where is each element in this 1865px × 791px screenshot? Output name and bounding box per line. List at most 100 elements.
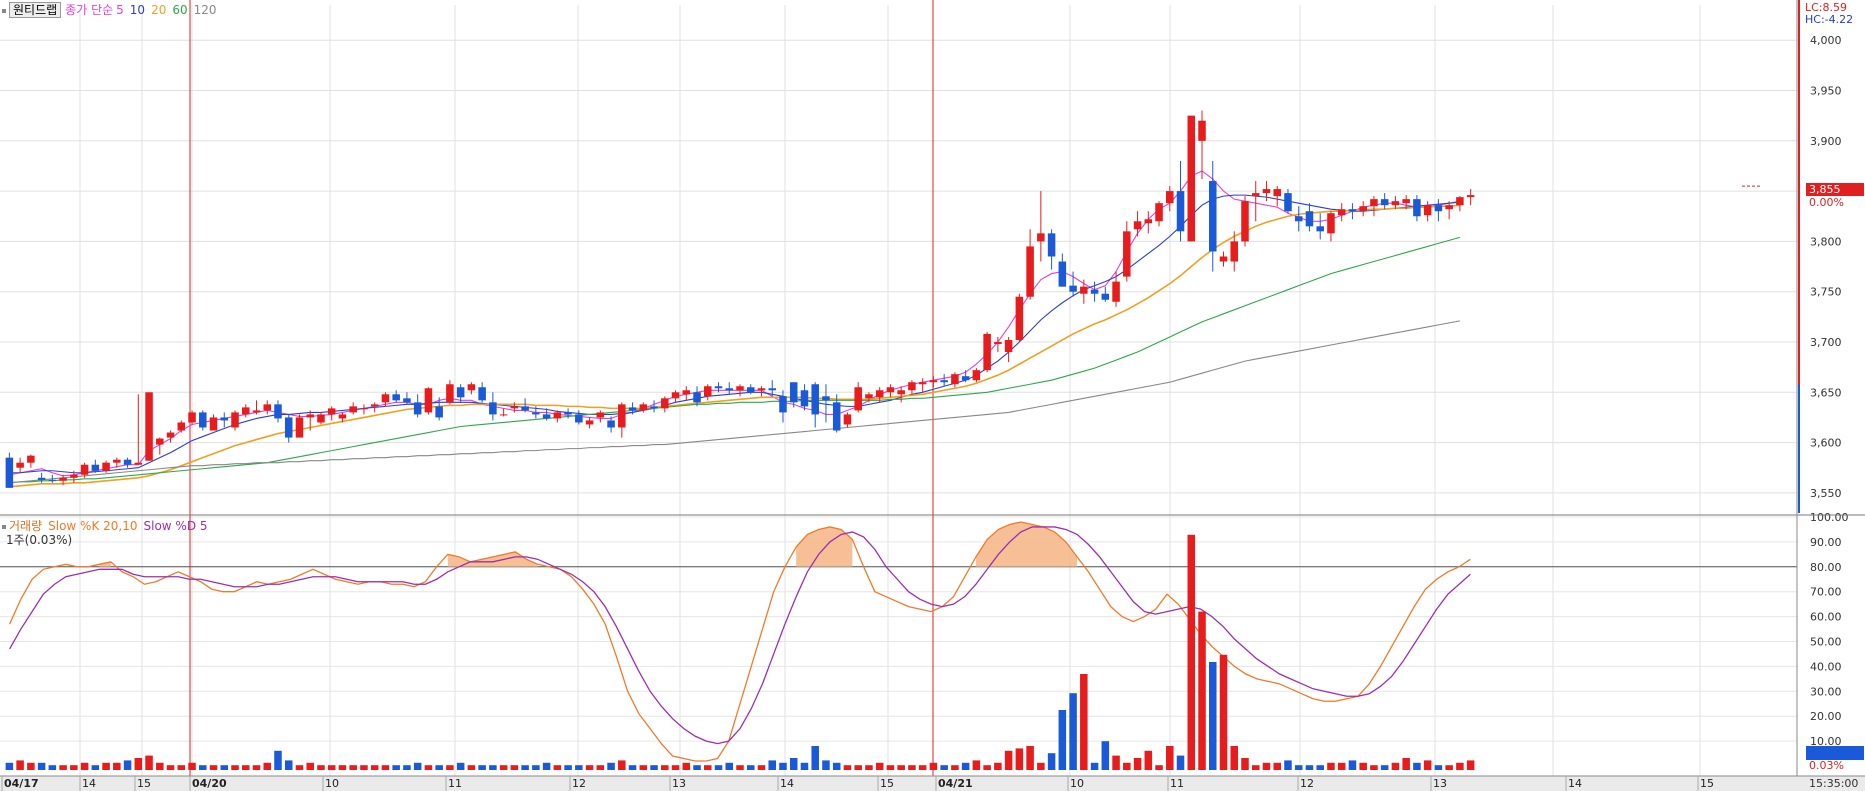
volume-bar bbox=[1241, 758, 1249, 770]
candle-body bbox=[91, 464, 100, 471]
volume-bar bbox=[1359, 762, 1367, 770]
volume-bar bbox=[832, 762, 841, 770]
candle-body bbox=[1262, 189, 1271, 194]
volume-label[interactable]: 거래량 bbox=[9, 519, 43, 533]
volume-bar bbox=[746, 765, 755, 770]
volume-bar bbox=[693, 765, 701, 770]
time-axis-label: 14 bbox=[780, 777, 794, 790]
volume-bar bbox=[1187, 534, 1196, 770]
volume-bar bbox=[134, 758, 143, 770]
candle-body bbox=[757, 388, 766, 391]
panel-handle-icon[interactable] bbox=[2, 8, 6, 13]
time-axis-label: 15 bbox=[137, 777, 151, 790]
lc-label: LC:8.59 bbox=[1805, 1, 1848, 14]
price-tick-label: 3,700 bbox=[1810, 336, 1842, 349]
candle-body bbox=[1198, 120, 1206, 141]
oscillator-tick-label: 70.00 bbox=[1810, 586, 1842, 599]
candle-body bbox=[779, 396, 787, 413]
candle-body bbox=[736, 386, 744, 391]
volume-bar bbox=[542, 762, 551, 770]
volume-bar bbox=[843, 765, 852, 770]
volume-bar bbox=[1198, 611, 1206, 770]
candle-body bbox=[521, 406, 529, 411]
panel-handle-icon[interactable] bbox=[2, 524, 6, 529]
volume-bar bbox=[1144, 750, 1153, 770]
time-axis-label: 12 bbox=[572, 777, 586, 790]
candle-body bbox=[16, 462, 24, 468]
volume-bar bbox=[5, 762, 14, 770]
candle-body bbox=[1230, 241, 1239, 262]
volume-bar bbox=[1284, 760, 1292, 770]
volume-bar bbox=[779, 762, 787, 770]
candle-body bbox=[811, 384, 819, 415]
candle-body bbox=[317, 414, 325, 423]
candle-body bbox=[983, 333, 991, 371]
volume-bar bbox=[317, 765, 325, 770]
volume-bar bbox=[1316, 765, 1324, 770]
volume-bar bbox=[1112, 755, 1120, 770]
candle-body bbox=[682, 390, 691, 395]
candle-body bbox=[381, 394, 390, 403]
candle-body bbox=[746, 387, 755, 393]
volume-bar bbox=[1208, 662, 1217, 770]
candle-body bbox=[134, 462, 143, 465]
volume-layer bbox=[5, 534, 1475, 770]
candle-body bbox=[1123, 231, 1131, 277]
grid-layer bbox=[0, 0, 1797, 776]
volume-bar bbox=[1155, 765, 1163, 770]
time-axis-label: 04/17 bbox=[4, 777, 39, 790]
ma-period-60: 60 bbox=[172, 3, 188, 17]
volume-bar bbox=[1047, 753, 1056, 770]
candle-body bbox=[671, 392, 680, 399]
slow-k-label: Slow %K 20,10 bbox=[48, 519, 138, 533]
volume-bar bbox=[48, 765, 57, 770]
candle-body bbox=[1337, 209, 1346, 216]
candle-body bbox=[113, 459, 121, 463]
ma-120-line bbox=[9, 320, 1460, 484]
candle-body bbox=[875, 390, 884, 398]
volume-bar bbox=[156, 762, 164, 770]
candle-body bbox=[1273, 189, 1281, 197]
volume-bar bbox=[467, 765, 476, 770]
indicator-button[interactable]: 원티드랩 bbox=[9, 2, 62, 18]
candle-body bbox=[918, 382, 927, 385]
time-axis-label: 14 bbox=[82, 777, 96, 790]
candle-body bbox=[435, 406, 443, 418]
candle-body bbox=[349, 406, 357, 413]
slow-d-label: Slow %D 5 bbox=[143, 519, 208, 533]
volume-bar bbox=[349, 765, 357, 770]
candle-body bbox=[714, 386, 723, 389]
volume-bar bbox=[682, 762, 691, 770]
volume-bar bbox=[113, 762, 121, 770]
volume-bar bbox=[59, 765, 67, 770]
volume-bar bbox=[1294, 765, 1303, 770]
time-axis-label: 15 bbox=[1700, 777, 1714, 790]
volume-bar bbox=[1251, 765, 1260, 770]
candle-body bbox=[1456, 197, 1464, 206]
volume-bar bbox=[1101, 741, 1110, 770]
volume-bar bbox=[1380, 765, 1389, 770]
volume-bar bbox=[596, 765, 605, 770]
volume-bar bbox=[1176, 755, 1185, 770]
current-change-tag: 0.00% bbox=[1809, 196, 1844, 209]
candle-body bbox=[1359, 206, 1367, 212]
candle-body bbox=[596, 412, 605, 418]
time-axis-label: 13 bbox=[1433, 777, 1447, 790]
candle-body bbox=[1004, 339, 1013, 353]
volume-bar bbox=[1219, 654, 1228, 770]
volume-bar bbox=[1370, 765, 1378, 770]
candle-body bbox=[843, 414, 852, 425]
candle-body bbox=[1284, 193, 1292, 212]
candle-body bbox=[994, 341, 1002, 345]
lower-legend: 거래량 Slow %K 20,10 Slow %D 5 bbox=[2, 517, 214, 534]
candle-body bbox=[1316, 226, 1324, 232]
candle-body bbox=[768, 388, 776, 391]
volume-bar bbox=[994, 762, 1002, 770]
volume-bar bbox=[618, 760, 626, 770]
candle-body bbox=[166, 432, 175, 438]
volume-bar bbox=[1037, 762, 1045, 770]
volume-bar bbox=[854, 765, 862, 770]
oscillator-tick-label: 40.00 bbox=[1810, 660, 1842, 673]
price-tick-label: 4,000 bbox=[1810, 34, 1842, 47]
candle-body bbox=[59, 477, 67, 481]
